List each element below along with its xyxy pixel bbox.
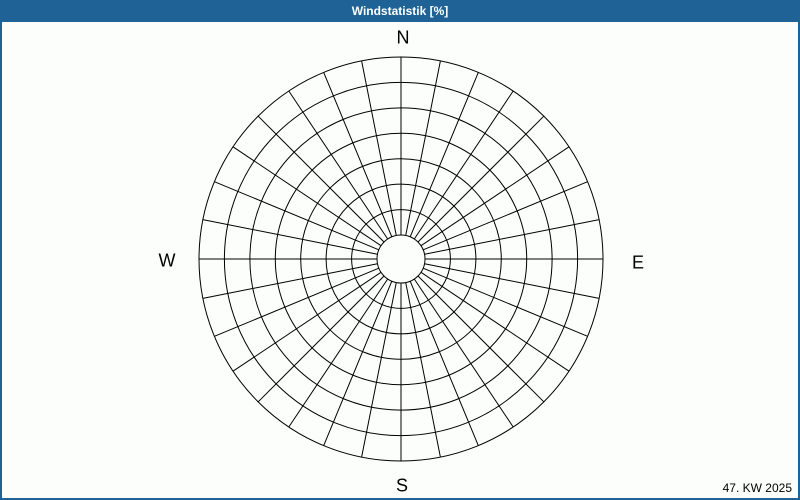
- grid-spoke: [420, 146, 570, 247]
- grid-spoke: [323, 72, 393, 237]
- grid-spoke: [420, 271, 570, 372]
- compass-label-south: S: [395, 475, 409, 496]
- grid-spoke: [257, 275, 385, 403]
- grid-spoke: [232, 146, 382, 247]
- grid-spoke: [409, 72, 479, 237]
- grid-spoke: [323, 281, 393, 446]
- compass-label-north: N: [396, 27, 410, 48]
- grid-ring: [376, 234, 426, 284]
- grid-spoke: [423, 181, 588, 251]
- grid-spoke: [214, 267, 379, 337]
- grid-spoke: [413, 90, 514, 240]
- compass-label-east: E: [631, 252, 645, 273]
- grid-spoke: [361, 60, 397, 236]
- grid-spoke: [405, 282, 441, 458]
- grid-spoke: [409, 281, 479, 446]
- grid-spoke: [288, 278, 389, 428]
- grid-spoke: [257, 115, 385, 243]
- window-title: Windstatistik [%]: [0, 0, 800, 22]
- grid-spoke: [232, 271, 382, 372]
- grid-spoke: [288, 90, 389, 240]
- grid-spoke: [417, 115, 545, 243]
- grid-spoke: [424, 263, 600, 299]
- grid-spoke: [214, 181, 379, 251]
- grid-spoke: [424, 219, 600, 255]
- grid-spoke: [405, 60, 441, 236]
- grid-spoke: [202, 219, 378, 255]
- compass-label-west: W: [158, 250, 176, 271]
- grid-spoke: [413, 278, 514, 428]
- grid-spoke: [202, 263, 378, 299]
- grid-spoke: [361, 282, 397, 458]
- grid-spoke: [423, 267, 588, 337]
- calendar-week-label: 47. KW 2025: [722, 481, 792, 495]
- grid-spoke: [417, 275, 545, 403]
